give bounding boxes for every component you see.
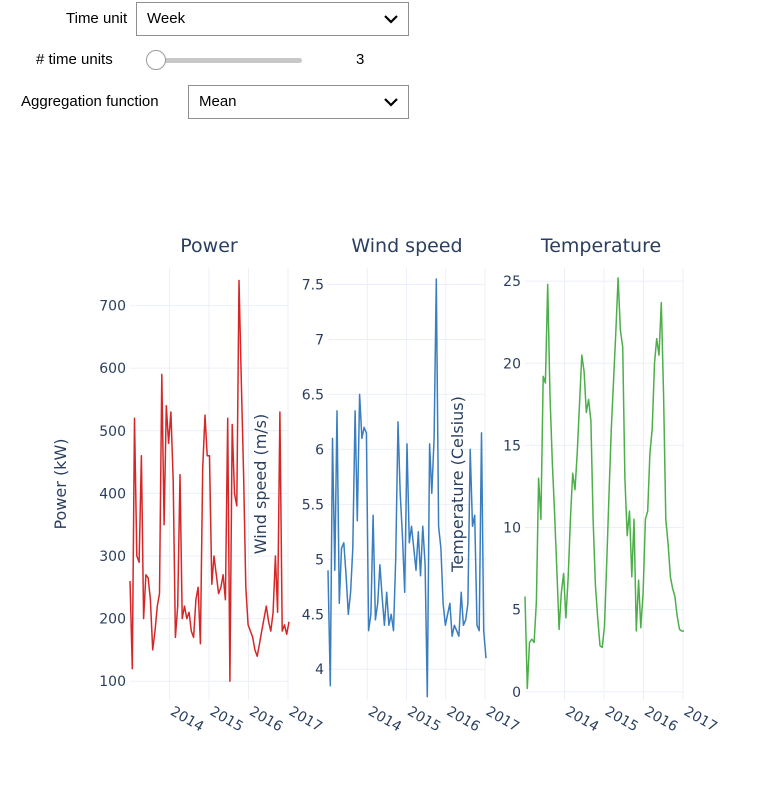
y-tick-label: 7 <box>315 332 324 348</box>
y-axis-label: Power (kW) <box>51 438 70 529</box>
y-tick-label: 4.5 <box>302 607 324 623</box>
y-tick-label: 4 <box>315 662 324 678</box>
n-units-slider-track[interactable] <box>146 58 302 63</box>
x-tick-label: 2014 <box>562 704 601 736</box>
chevron-down-icon <box>384 15 398 24</box>
y-tick-label: 15 <box>503 438 521 454</box>
x-tick-label: 2015 <box>404 704 443 736</box>
y-tick-label: 5.5 <box>302 497 324 513</box>
series-line <box>327 278 487 698</box>
series-line <box>524 277 684 690</box>
y-tick-label: 600 <box>99 361 126 377</box>
chevron-down-icon <box>384 98 398 107</box>
y-tick-label: 7.5 <box>302 277 324 293</box>
y-tick-label: 700 <box>99 299 126 315</box>
n-units-label: # time units <box>36 51 113 68</box>
y-tick-label: 100 <box>99 674 126 690</box>
y-tick-label: 500 <box>99 424 126 440</box>
x-tick-label: 2015 <box>207 704 246 736</box>
x-tick-label: 2017 <box>483 704 522 736</box>
time-unit-select[interactable]: Week <box>136 2 409 36</box>
y-tick-label: 0 <box>512 685 521 701</box>
chart-panel-0: 100 200 300 400 500 600 700 2014 2015 2016 2017 Pow… <box>51 235 325 735</box>
y-axis-label: Wind speed (m/s) <box>251 414 270 555</box>
aggregation-label: Aggregation function <box>21 93 159 110</box>
aggregation-value: Mean <box>199 93 237 110</box>
y-tick-label: 10 <box>503 521 521 537</box>
y-tick-label: 25 <box>503 274 521 290</box>
time-unit-value: Week <box>147 10 186 27</box>
n-units-slider-thumb[interactable] <box>146 50 166 70</box>
time-unit-label: Time unit <box>66 10 128 27</box>
aggregation-select[interactable]: Mean <box>188 85 409 119</box>
x-tick-label: 2017 <box>681 704 720 736</box>
y-tick-label: 5 <box>315 552 324 568</box>
y-tick-label: 6.5 <box>302 387 324 403</box>
x-tick-label: 2017 <box>286 704 325 736</box>
x-tick-label: 2014 <box>167 704 206 736</box>
x-tick-label: 2014 <box>365 704 404 736</box>
y-tick-label: 5 <box>512 603 521 619</box>
x-tick-label: 2016 <box>246 704 285 736</box>
y-axis-label: Temperature (Celsius) <box>448 396 467 573</box>
y-tick-label: 20 <box>503 356 521 372</box>
y-tick-label: 6 <box>315 442 324 458</box>
x-tick-label: 2015 <box>602 704 641 736</box>
n-units-value: 3 <box>356 51 365 68</box>
chart-title: Wind speed <box>351 235 462 257</box>
y-tick-label: 300 <box>99 549 126 565</box>
chart-title: Temperature <box>540 235 661 257</box>
x-tick-label: 2016 <box>641 704 680 736</box>
chart-title: Power <box>180 235 238 257</box>
y-tick-label: 200 <box>99 612 126 628</box>
x-tick-label: 2016 <box>444 704 483 736</box>
series-line <box>129 279 290 682</box>
y-tick-label: 400 <box>99 486 126 502</box>
